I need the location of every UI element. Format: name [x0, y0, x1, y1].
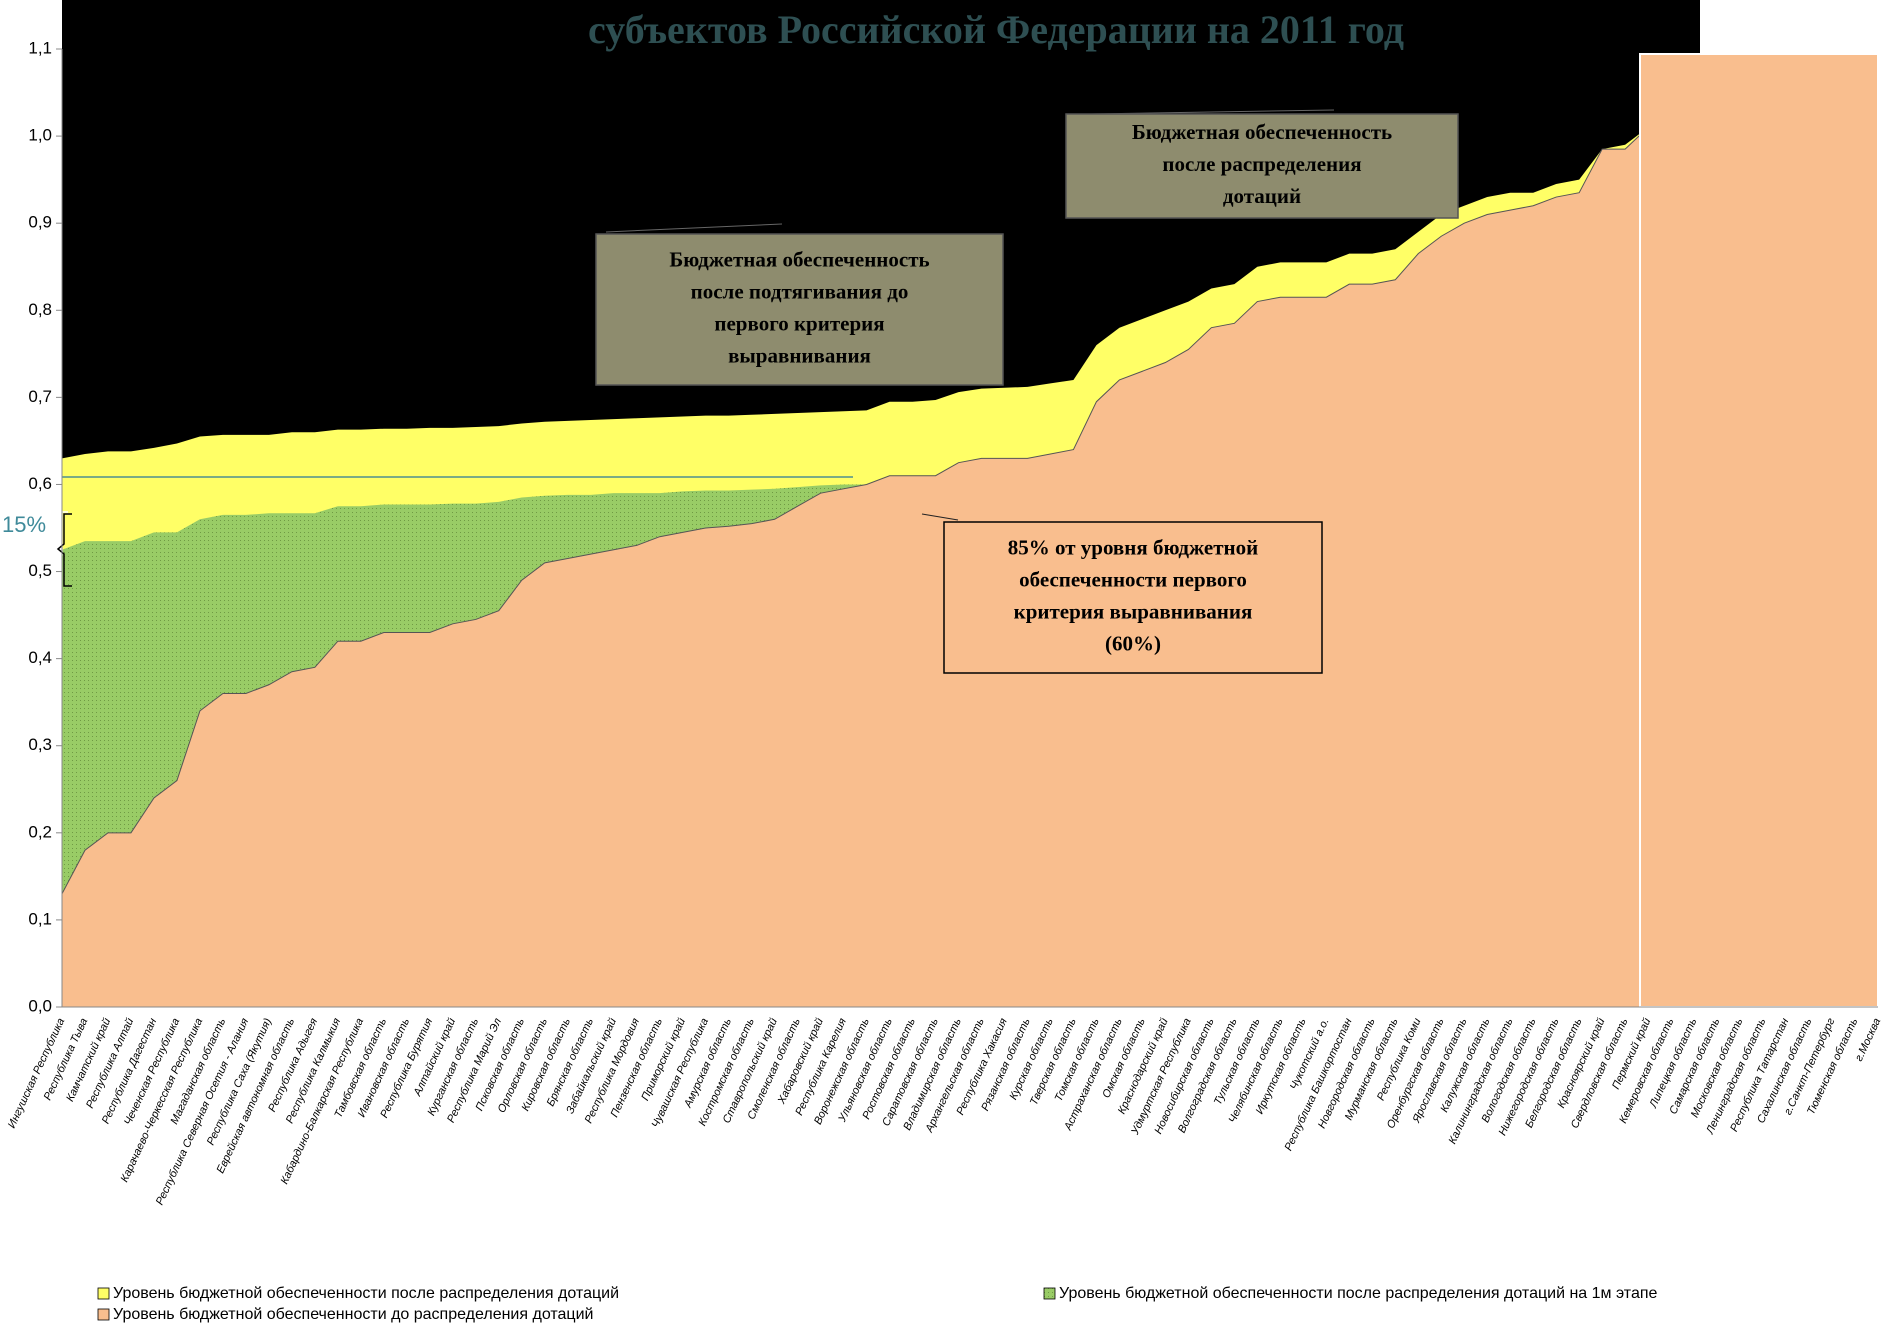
y-tick-label: 0,5 — [28, 561, 52, 580]
y-tick-label: 0,7 — [28, 387, 52, 406]
y-tick-label: 0,8 — [28, 300, 52, 319]
legend-label: Уровень бюджетной обеспеченности после р… — [1059, 1285, 1658, 1302]
legend-swatch — [1043, 1287, 1056, 1300]
chart-title: субъектов Российской Федерации на 2011 г… — [588, 7, 1404, 52]
y-tick-label: 0,2 — [28, 822, 52, 841]
y-tick-label: 1,1 — [28, 38, 52, 57]
annotation-text: первого критерия — [714, 311, 884, 335]
y-tick-label: 0,4 — [28, 648, 52, 667]
y-tick-label: 0,3 — [28, 735, 52, 754]
annotation-text: Бюджетная обеспеченность — [1132, 120, 1392, 144]
leader — [921, 513, 959, 521]
area — [61, 126, 1649, 1008]
legend-swatch — [97, 1308, 110, 1321]
annotation-text: 85% от уровня бюджетной — [1008, 535, 1259, 559]
annotation-box — [595, 233, 1004, 386]
annotation-box — [943, 521, 1323, 674]
annotation-text: Бюджетная обеспеченность — [669, 247, 929, 271]
y-tick-label: 0,6 — [28, 474, 52, 493]
legend-label: Уровень бюджетной обеспеченности до расп… — [113, 1306, 593, 1323]
y-tick-label: 0,0 — [28, 996, 52, 1015]
annotation-text: критерия выравнивания — [1014, 599, 1253, 623]
annotation-text: дотаций — [1223, 184, 1301, 208]
bracket-label: 15% — [2, 512, 46, 537]
annotation-text: после распределения — [1162, 152, 1361, 176]
annotation-text: обеспеченности первого — [1019, 567, 1247, 591]
y-tick-label: 0,1 — [28, 909, 52, 928]
leader — [605, 223, 783, 233]
annotation-text: (60%) — [1105, 631, 1161, 655]
bracket — [56, 513, 72, 587]
y-tick-label: 0,9 — [28, 213, 52, 232]
y-tick-label: 1,0 — [28, 126, 52, 145]
legend-label: Уровень бюджетной обеспеченности после р… — [113, 1285, 619, 1302]
cover-box — [1639, 53, 1879, 1008]
annotation-box — [1065, 113, 1459, 219]
annotation-text: выравнивания — [728, 343, 871, 367]
legend-swatch — [97, 1287, 110, 1300]
annotation-text: после подтягивания до — [691, 279, 909, 303]
